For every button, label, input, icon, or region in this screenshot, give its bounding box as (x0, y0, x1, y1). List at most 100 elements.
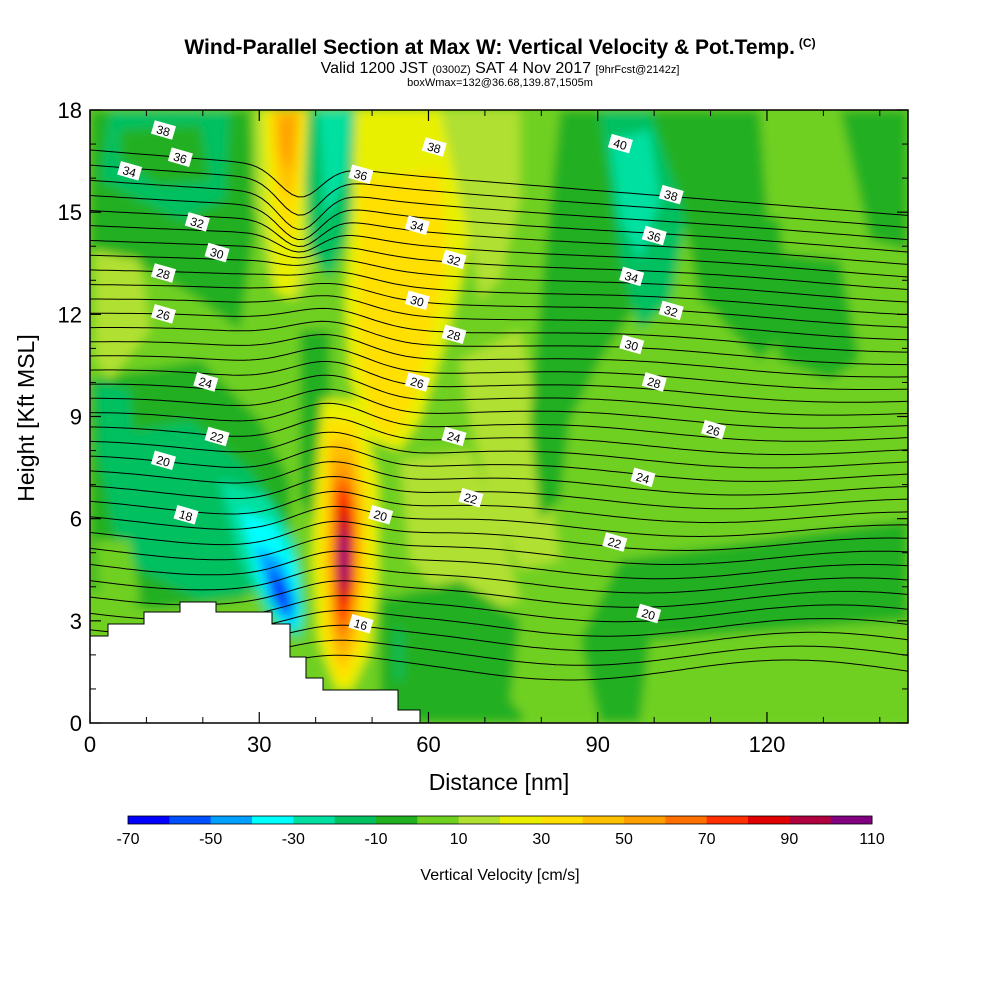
isentrope-label-bg (167, 147, 193, 167)
isentrope-label-text: 40 (612, 136, 629, 153)
isentrope-label-text: 34 (623, 269, 640, 286)
isentrope-label: 24 (441, 426, 467, 447)
isentrope-label: 16 (348, 613, 374, 634)
isentrope-line (90, 361, 908, 403)
isentrope-label-text: 28 (445, 327, 462, 344)
isentrope-label: 24 (193, 372, 219, 392)
colorbar-swatch (417, 816, 460, 824)
isentrope-label-text: 38 (663, 187, 680, 204)
isentrope-line (90, 580, 908, 608)
colorbar-swatch (293, 816, 336, 824)
isentrope-label-bg (150, 120, 176, 140)
isentrope-line (90, 320, 908, 366)
isentrope-line (90, 520, 908, 552)
isentrope-line (90, 431, 908, 469)
isentrope-label: 24 (630, 467, 656, 488)
isentrope-line (90, 164, 908, 229)
isentrope-line (90, 347, 908, 390)
isentrope-label-bg (150, 263, 176, 283)
x-tick-label: 0 (84, 732, 96, 757)
isentrope-label-bg (619, 266, 645, 287)
y-tick-label: 18 (58, 98, 82, 123)
x-tick-label: 90 (585, 732, 609, 757)
isentrope-label-bg (173, 505, 199, 525)
isentrope-label-text: 28 (646, 374, 663, 391)
isentrope-label-text: 30 (623, 337, 640, 354)
colorbar-tick-label: 10 (450, 831, 468, 848)
isentrope-label: 32 (184, 212, 210, 232)
isentrope-label-bg (184, 212, 210, 232)
isentrope-label-text: 16 (352, 616, 369, 633)
isentrope-label-text: 20 (640, 606, 657, 623)
isentrope-label-bg (701, 419, 727, 440)
isentrope-line (90, 295, 908, 341)
isentrope-label-bg (641, 372, 667, 392)
y-tick-label: 9 (70, 405, 82, 430)
chart-title-text: Wind-Parallel Section at Max W: Vertical… (184, 36, 795, 59)
isentrope-label-text: 20 (372, 507, 389, 524)
isentrope-label-bg (441, 249, 467, 270)
colorbar-tick-label: -30 (282, 831, 305, 848)
isentrope-label-text: 26 (705, 422, 722, 439)
x-tick-label: 120 (749, 732, 786, 757)
isentrope-label: 26 (404, 372, 430, 392)
isentrope-label-text: 32 (663, 303, 680, 320)
isentrope-label-text: 30 (409, 293, 426, 310)
isentrope-label: 18 (173, 505, 199, 525)
y-axis-label: Height [Kft MSL] (13, 334, 39, 501)
isentrope-label-text: 22 (606, 534, 623, 551)
colorbar-tick-label: 70 (698, 831, 716, 848)
isentrope-label: 20 (150, 450, 176, 471)
isentrope-label-bg (607, 133, 633, 154)
isentrope-label: 34 (619, 266, 645, 287)
isentrope-label-text: 18 (177, 507, 194, 524)
x-tick-label: 30 (247, 732, 271, 757)
isentrope-line (90, 194, 908, 253)
isentrope-label-bg (441, 324, 467, 345)
isentrope-label-text: 24 (445, 429, 462, 446)
isentrope-line (90, 149, 908, 216)
isentrope-label-text: 28 (155, 265, 172, 282)
contour-labels: 3836343230282624222018363834323028262422… (117, 120, 727, 634)
isentrope-label-text: 36 (172, 150, 189, 167)
isentrope-label: 32 (441, 249, 467, 270)
isentrope-line (90, 475, 908, 510)
y-tick-label: 6 (70, 507, 82, 532)
isentrope-line (90, 388, 908, 429)
isentrope-label-text: 24 (197, 374, 214, 391)
isentrope-label-bg (658, 184, 684, 205)
isentrope-label: 40 (607, 133, 633, 154)
isentrope-line (90, 333, 908, 378)
isentrope-label-bg (348, 613, 374, 634)
isentrope-label: 36 (167, 147, 193, 167)
copyright-mark: (C) (798, 36, 816, 50)
isentrope-label-bg (421, 137, 447, 157)
colorbar-tick-label: 30 (532, 831, 550, 848)
isentrope-line (90, 446, 908, 482)
colorbar-swatch (500, 816, 542, 824)
colorbar-swatch (624, 816, 666, 824)
isentrope-line (90, 402, 908, 442)
isentrope-label: 38 (421, 137, 447, 157)
colorbar-tick-label: -10 (364, 831, 387, 848)
colorbar-swatch (458, 816, 501, 824)
isentrope-label-text: 30 (208, 245, 225, 262)
forecast-info: [9hrFcst@2142z] (595, 64, 680, 76)
y-tick-label: 12 (58, 302, 82, 327)
isentrope-label-bg (204, 242, 230, 263)
colorbar-swatch (541, 816, 584, 824)
colorbar-swatch (169, 816, 212, 824)
colorbar-tick-label: -50 (199, 831, 222, 848)
isentrope-label-bg (204, 426, 230, 447)
isentrope-label-text: 24 (634, 470, 651, 487)
x-axis-label: Distance [nm] (429, 769, 570, 795)
colorbar-tick-label: 50 (615, 831, 633, 848)
isentrope-label: 28 (150, 263, 176, 283)
isentrope-label-text: 32 (445, 252, 462, 269)
isentrope-label-text: 26 (155, 306, 172, 323)
isentrope-label-text: 36 (646, 228, 663, 245)
isentrope-label-bg (117, 161, 143, 181)
isentrope-line (90, 269, 908, 316)
isentrope-line (90, 283, 908, 328)
